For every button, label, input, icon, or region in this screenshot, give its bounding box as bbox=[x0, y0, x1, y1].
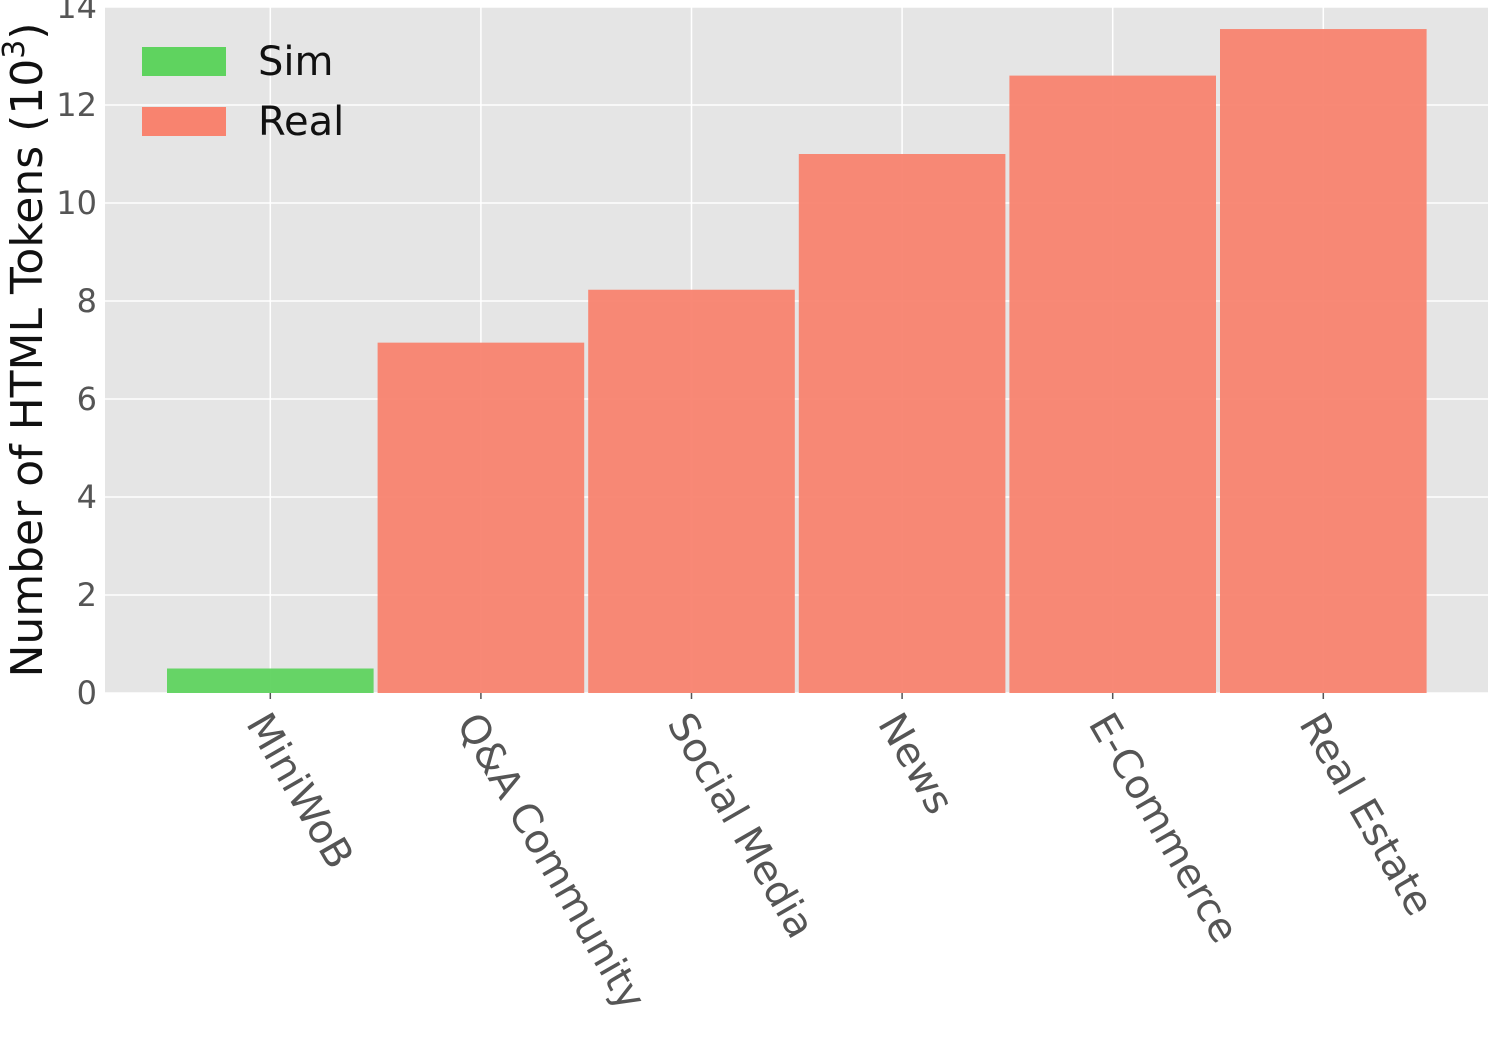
x-tick-label-4: E-Commerce bbox=[1079, 705, 1247, 950]
legend-label-sim: Sim bbox=[258, 39, 333, 85]
y-axis-ticks: 0 2 4 6 8 10 12 14 bbox=[56, 0, 97, 712]
legend: Sim Real bbox=[142, 39, 344, 145]
y-tick-label-0: 0 bbox=[77, 674, 97, 712]
x-tick-label-0: MiniWoB bbox=[237, 705, 362, 876]
bar-1 bbox=[377, 342, 585, 693]
legend-swatch-sim bbox=[142, 47, 226, 76]
bar-5 bbox=[1220, 29, 1427, 694]
y-tick-label-2: 4 bbox=[77, 478, 97, 516]
y-tick-label-6: 12 bbox=[56, 86, 97, 124]
bar-4 bbox=[1009, 75, 1216, 694]
x-axis-ticks: MiniWoB Q&A Community Social Media News E-Co… bbox=[237, 693, 1443, 1018]
y-axis-title-superscript: 3 bbox=[0, 40, 32, 59]
legend-swatch-real bbox=[142, 107, 226, 136]
y-tick-label-5: 10 bbox=[56, 184, 97, 222]
y-tick-label-3: 6 bbox=[77, 380, 97, 418]
legend-label-real: Real bbox=[258, 99, 344, 145]
y-tick-label-4: 8 bbox=[77, 282, 97, 320]
bar-2 bbox=[588, 289, 795, 693]
y-tick-label-7: 14 bbox=[56, 0, 97, 26]
y-axis-title: Number of HTML Tokens (103) bbox=[0, 22, 53, 677]
x-tick-label-1: Q&A Community bbox=[447, 705, 654, 1017]
x-tick-label-3: News bbox=[869, 705, 963, 822]
x-tick-label-5: Real Estate bbox=[1290, 705, 1443, 923]
bars bbox=[167, 29, 1427, 694]
bar-0 bbox=[167, 668, 374, 693]
bar-3 bbox=[798, 154, 1006, 693]
y-tick-label-1: 2 bbox=[77, 576, 97, 614]
x-tick-label-2: Social Media bbox=[658, 705, 824, 946]
